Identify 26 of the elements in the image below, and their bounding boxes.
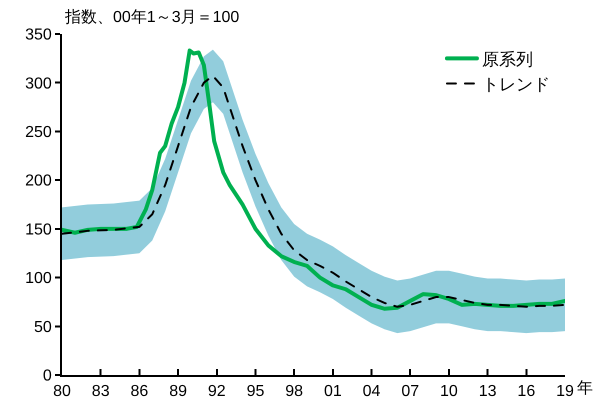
x-tick-label: 01	[324, 383, 342, 400]
x-tick-label: 89	[169, 383, 188, 400]
x-tick-label: 13	[478, 383, 497, 400]
y-tick-label: 250	[25, 124, 52, 142]
y-tick-label: 100	[25, 270, 52, 288]
x-tick-label: 98	[285, 383, 304, 400]
x-tick-label: 83	[92, 383, 110, 400]
x-tick-label: 16	[517, 383, 536, 400]
x-tick-label: 80	[53, 383, 71, 400]
y-axis-title: 指数、00年1～3月＝100	[64, 8, 240, 26]
y-tick-label: 150	[25, 221, 52, 238]
x-tick-label: 10	[440, 383, 458, 400]
x-tick-label: 07	[401, 383, 420, 400]
y-tick-label: 0	[42, 368, 52, 385]
y-tick-label: 200	[25, 172, 52, 190]
y-tick-label: 50	[34, 318, 52, 336]
legend-label: 原系列	[482, 50, 533, 69]
x-axis-title: 年	[577, 380, 593, 397]
x-tick-label: 95	[246, 383, 264, 400]
y-tick-label: 350	[25, 26, 52, 44]
y-tick-label: 300	[25, 75, 52, 92]
legend-label: トレンド	[482, 75, 550, 94]
x-tick-label: 19	[556, 383, 574, 400]
x-tick-label: 86	[130, 383, 148, 400]
x-tick-label: 92	[208, 383, 226, 400]
x-tick-label: 04	[362, 383, 381, 400]
